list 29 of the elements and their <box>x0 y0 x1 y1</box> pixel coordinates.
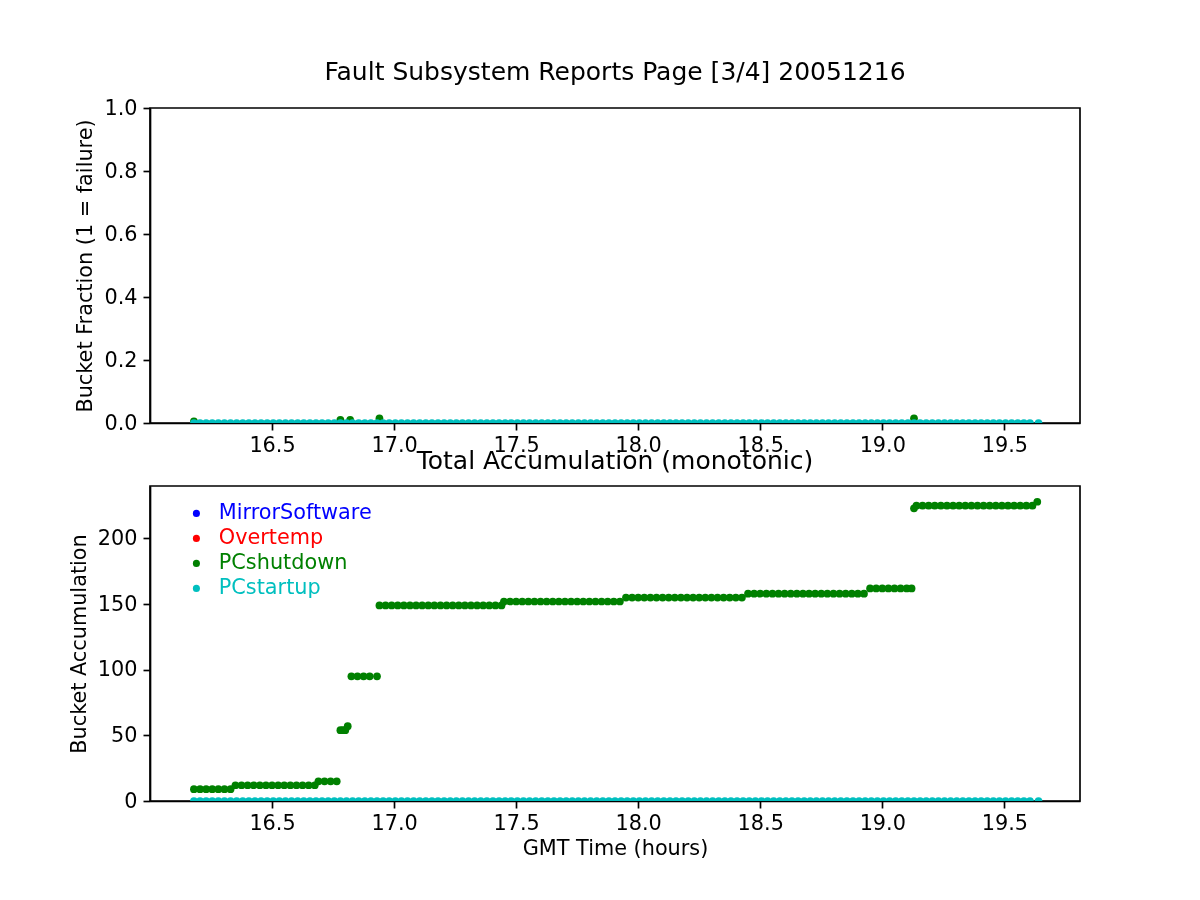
y-axis-title: Bucket Fraction (1 = failure) <box>73 119 98 413</box>
legend-label: Overtemp <box>218 525 324 550</box>
x-tick-label: 17.0 <box>371 810 418 835</box>
x-tick-label: 18.0 <box>615 810 662 835</box>
y-tick-label: 0.2 <box>104 347 138 372</box>
y-tick-label: 50 <box>111 722 138 747</box>
y-axis-title: Bucket Accumulation <box>66 534 91 754</box>
y-tick-label: 200 <box>97 526 138 550</box>
chart-title: Fault Subsystem Reports Page [3/4] 20051216 <box>324 57 906 86</box>
x-tick-label: 17.5 <box>493 810 540 835</box>
y-tick-label: 0.4 <box>104 284 138 309</box>
legend-label: PCstartup <box>218 575 321 600</box>
x-tick-label: 19.0 <box>859 810 906 835</box>
y-tick-label: 1.0 <box>104 95 138 120</box>
y-tick-label: 0.0 <box>104 410 138 435</box>
y-tick-label: 150 <box>97 591 138 616</box>
legend-label: MirrorSoftware <box>218 500 372 525</box>
y-tick-label: 0.6 <box>104 221 138 246</box>
x-tick-label: 16.5 <box>249 432 296 457</box>
x-axis-title: GMT Time (hours) <box>522 836 709 861</box>
x-tick-label: 18.5 <box>737 810 784 835</box>
x-tick-label: 16.5 <box>249 810 296 835</box>
x-tick-label: 19.0 <box>859 432 906 457</box>
x-tick-label: 19.5 <box>981 810 1028 835</box>
y-tick-label: 100 <box>97 657 138 682</box>
x-tick-label: 19.5 <box>981 432 1028 457</box>
y-tick-label: 0 <box>124 788 138 813</box>
y-tick-label: 0.8 <box>104 158 138 183</box>
legend-label: PCshutdown <box>218 550 348 575</box>
